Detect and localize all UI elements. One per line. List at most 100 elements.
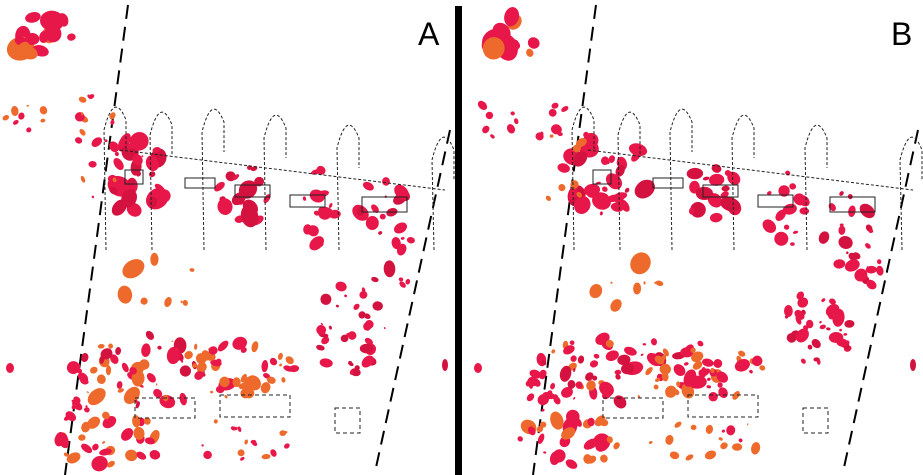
- panel-a-detection-blob: [125, 143, 133, 150]
- panel-b-detection-blob: [599, 211, 603, 216]
- panel-b-detection-blob: [551, 349, 556, 354]
- panel-b-detection-blob: [721, 185, 730, 192]
- panel-a-detection-blob: [218, 344, 222, 347]
- panel-b-detection-blob: [692, 361, 703, 370]
- panel-a-detection-blob: [283, 365, 294, 372]
- panel-b-detection-blob: [545, 195, 551, 201]
- panel-b-detection-blob: [509, 39, 520, 50]
- panel-a-detection-blob: [91, 195, 95, 199]
- panel-b-detection-blob: [550, 382, 556, 390]
- panel-b-detection-blob: [866, 279, 877, 290]
- panel-a-detection-blob: [39, 30, 49, 43]
- panel-a-building-outline: [103, 106, 455, 251]
- panel-a-detection-blob: [133, 426, 145, 440]
- panel-b-detection-blob: [721, 429, 726, 433]
- panel-b-detection-blob: [828, 203, 836, 212]
- panel-a-detection-blob: [90, 366, 98, 374]
- panel-a-detection-blob: [321, 336, 330, 345]
- panel-b-detection-blob: [482, 129, 487, 133]
- panel-a-detection-blob: [196, 362, 207, 373]
- panel-b-detection-blob: [807, 344, 813, 350]
- panel-a-detection-blob: [148, 197, 158, 208]
- panel-b-detection-blob: [605, 339, 614, 348]
- panel-b-detection-blob: [601, 186, 608, 192]
- panel-b-detection-blob: [826, 327, 831, 331]
- panel-a-detection-blob: [149, 171, 156, 178]
- panel-a-enclosure-outline: [219, 394, 291, 418]
- panel-a-detection-blob: [2, 115, 10, 121]
- panel-a-detection-blob: [396, 243, 407, 256]
- panel-b-detection-blob: [794, 309, 805, 320]
- panel-a-detection-blob: [141, 155, 144, 158]
- panel-b-detection-blob: [669, 451, 680, 460]
- panel-b-detection-blob: [720, 197, 741, 212]
- panel-b-detection-blob: [843, 333, 848, 336]
- panel-b-detection-blob: [690, 347, 696, 353]
- panel-b-detection-blob: [724, 170, 732, 177]
- panel-b-detection-blob: [605, 350, 619, 361]
- panel-b-building-outline: [571, 106, 923, 251]
- panel-a-detection-blob: [121, 362, 129, 373]
- panel-b-detection-blob: [655, 377, 661, 382]
- panel-a-detection-blob: [269, 357, 278, 366]
- panel-b-detection-blob: [790, 242, 795, 246]
- panel-b-detection-blob: [774, 231, 789, 246]
- panel-a-detection-blob: [182, 299, 188, 306]
- panel-a-detection-blob: [213, 419, 218, 424]
- panel-a-detection-blob: [217, 340, 229, 352]
- panel-b-detection-blob: [844, 319, 855, 328]
- panel-b-detection-blob: [708, 392, 718, 402]
- panel-b-building-room: [829, 196, 876, 213]
- panel-b-detection-blob: [477, 100, 488, 110]
- panel-a-detection-blob: [145, 330, 154, 340]
- panel-b-detection-blob: [683, 362, 689, 366]
- panel-b-detection-blob: [563, 345, 575, 355]
- panel-a-detection-blob: [316, 165, 326, 175]
- panel-a-detection-blob: [40, 118, 46, 123]
- panel-b-detection-blob: [535, 132, 544, 141]
- panel-b-detection-blob: [593, 353, 600, 359]
- panel-b-detection-blob: [784, 305, 793, 317]
- panel-a-detection-blob: [406, 236, 415, 244]
- panel-b-detection-blob: [485, 111, 494, 120]
- panel-a-detection-blob: [106, 460, 115, 468]
- panel-b-detection-blob: [701, 358, 714, 367]
- panel-a-detection-blob: [237, 449, 245, 457]
- panel-a-detection-blob: [224, 395, 228, 399]
- panel-a-detection-blob: [383, 326, 386, 330]
- panel-b-detection-blob: [833, 259, 846, 269]
- panel-b-detection-blob: [567, 380, 576, 389]
- panel-a-detection-blob: [81, 443, 93, 454]
- panel-a-detection-blob: [240, 204, 259, 228]
- panel-a-detection-blob: [180, 359, 184, 363]
- panel-a-detection-blob: [25, 32, 40, 46]
- panel-b-detection-blob: [615, 164, 625, 177]
- panel-b-detection-blob: [573, 367, 576, 372]
- panel-b-detection-blob: [829, 298, 836, 305]
- panel-a-detection-blob: [179, 392, 187, 406]
- panel-a-detection-blob: [217, 198, 233, 215]
- panel-b-detection-blob: [583, 438, 598, 450]
- panel-a-detection-blob: [86, 391, 89, 394]
- panel-b-detection-blob: [600, 156, 610, 165]
- panel-b-detection-blob: [718, 437, 723, 441]
- panel-a-detection-blob: [250, 439, 257, 444]
- panel-a-building-room: [184, 177, 216, 189]
- panel-b-detection-blob: [529, 369, 542, 379]
- panel-a-detection-blob: [152, 146, 161, 154]
- panel-a-detection-blob: [184, 351, 193, 360]
- panel-a-detection-blob: [180, 300, 183, 304]
- panel-b-enclosure-outline: [802, 407, 829, 434]
- panel-a-detection-blob: [364, 337, 373, 345]
- panel-a-detection-blob: [84, 407, 90, 413]
- panel-a-label: A: [418, 16, 440, 52]
- panel-a-detection-blob: [114, 151, 119, 157]
- panel-a-detection-blob: [260, 382, 271, 394]
- panel-b-detection-blob: [699, 368, 710, 378]
- panel-a-detection-blob: [146, 373, 156, 383]
- panel-b-detection-blob: [541, 408, 545, 412]
- panel-b-detection-blob: [819, 320, 822, 324]
- panel-b-detection-blob: [868, 229, 874, 234]
- panel-a-detection-blob: [66, 452, 81, 464]
- panel-a: A: [0, 0, 455, 475]
